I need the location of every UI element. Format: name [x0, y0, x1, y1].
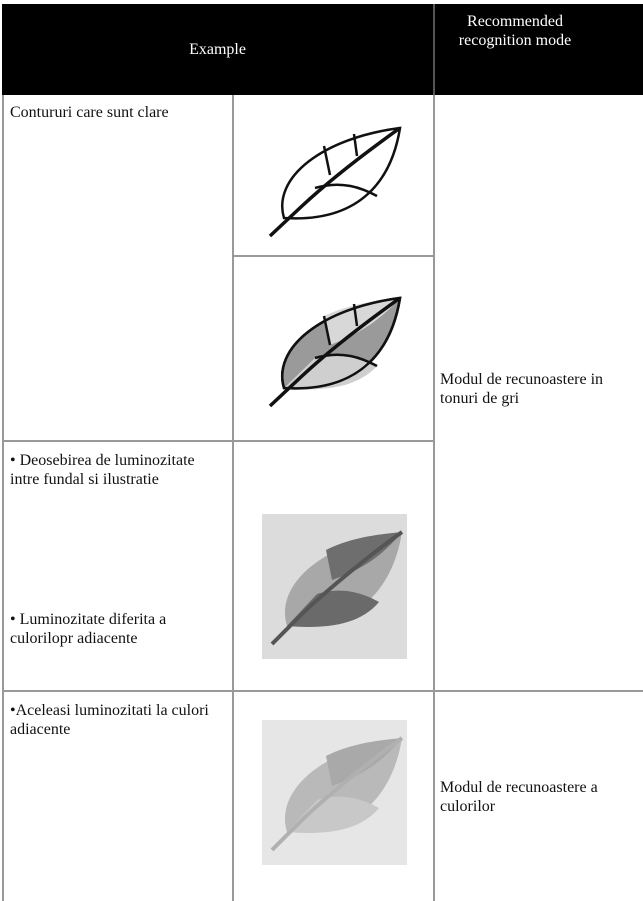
border: [433, 95, 435, 901]
header-divider: [433, 4, 435, 95]
row-description: • Luminozitate diferita a culorilopr adi…: [10, 611, 167, 647]
leaf-color: [262, 720, 407, 865]
mode-text: Modul de recunoastere in tonuri de gri: [440, 371, 604, 407]
table-header: [2, 4, 643, 95]
border: [2, 95, 4, 901]
border: [232, 255, 433, 257]
border: [2, 690, 643, 692]
row-description: • Deosebirea de luminozitate intre funda…: [10, 452, 195, 488]
leaf-gray: [268, 296, 402, 408]
row-description: Contururi care sunt clare: [10, 104, 169, 121]
mode-text: Modul de recunoastere a culorilor: [440, 779, 598, 815]
border: [232, 95, 234, 901]
header-example: Example: [189, 40, 246, 58]
leaf-outline: [268, 126, 402, 238]
border: [2, 440, 433, 442]
header-mode: Recommended recognition mode: [458, 13, 572, 49]
leaf-shaded: [262, 514, 407, 659]
row-description: •Aceleasi luminozitati la culori adiacen…: [10, 702, 209, 738]
